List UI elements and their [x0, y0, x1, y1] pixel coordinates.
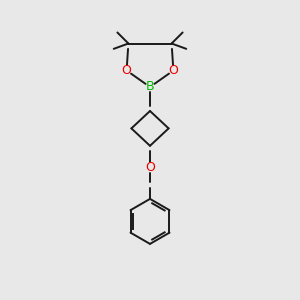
Text: O: O	[169, 64, 178, 77]
Text: O: O	[122, 64, 131, 77]
Text: B: B	[146, 80, 154, 94]
Text: O: O	[145, 161, 155, 174]
